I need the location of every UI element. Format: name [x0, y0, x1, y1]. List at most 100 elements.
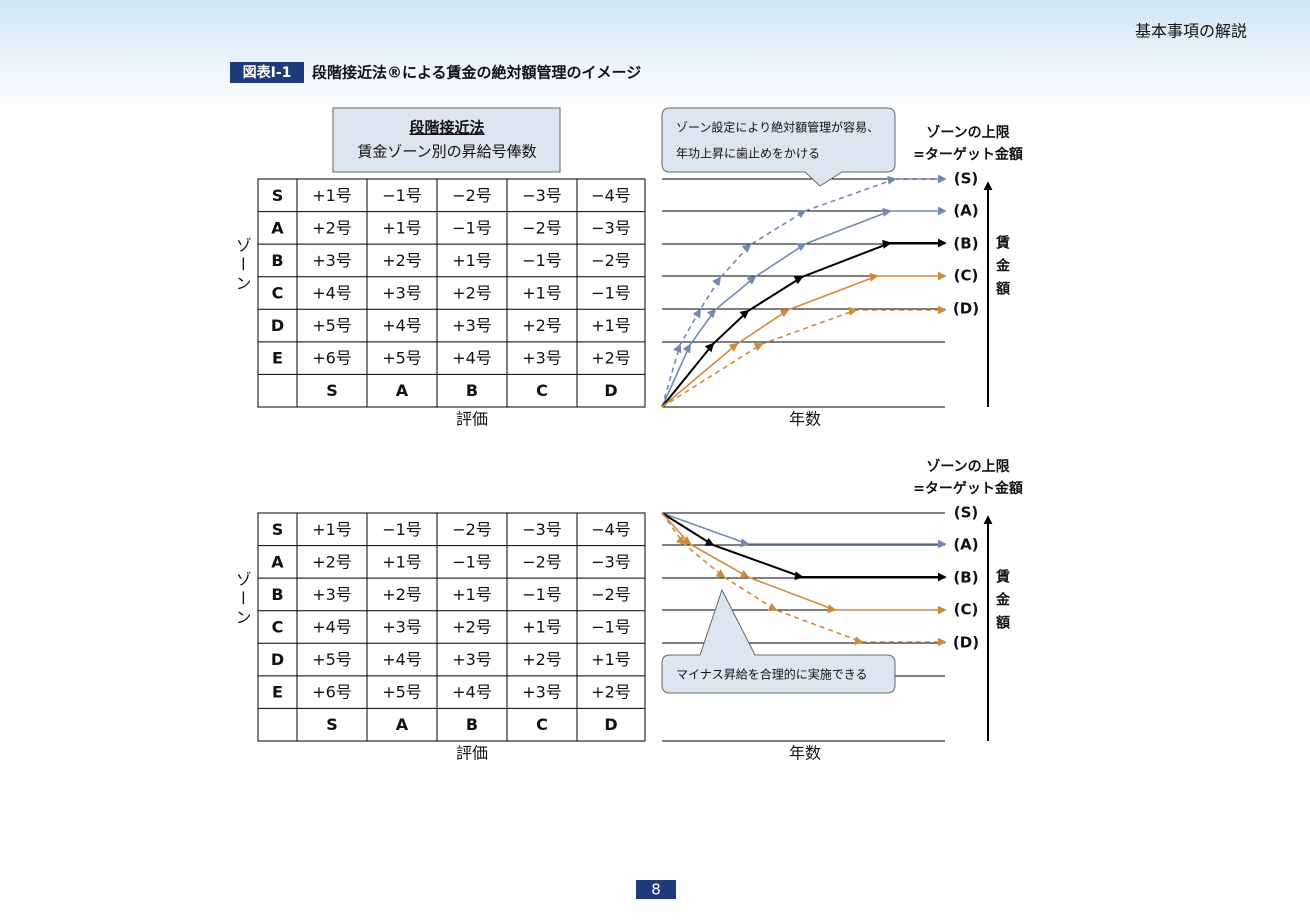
zone-label: D — [271, 650, 284, 669]
step-cell: +5号 — [382, 349, 422, 368]
zone-name: (D) — [953, 634, 979, 652]
header-band — [0, 0, 1310, 110]
zone-label: C — [272, 284, 284, 303]
wage-path — [661, 512, 947, 647]
step-cell: +1号 — [522, 284, 562, 303]
step-cell: +1号 — [382, 552, 422, 571]
step-cell: +4号 — [452, 683, 492, 702]
zone-title: =ターゲット金額 — [913, 146, 1023, 163]
step-cell: −1号 — [382, 186, 422, 205]
legend-title: 段階接近法 — [409, 119, 484, 137]
step-cell: +1号 — [452, 251, 492, 270]
zone-name: (S) — [954, 170, 979, 188]
step-cell: +3号 — [382, 284, 422, 303]
step-cell: −2号 — [452, 520, 492, 539]
y-axis-label: 賃金額 — [994, 234, 1011, 304]
figure-title: 段階接近法®による賃金の絶対額管理のイメージ — [312, 64, 641, 82]
step-cell: +5号 — [312, 316, 352, 335]
zone-label: B — [271, 251, 283, 270]
step-cell: +2号 — [522, 316, 562, 335]
zone-name: (D) — [953, 300, 979, 318]
step-cell: +4号 — [382, 650, 422, 669]
page-number-bg — [636, 880, 676, 899]
grade-label: C — [536, 381, 548, 400]
table-border — [257, 178, 646, 408]
callout-text: 年功上昇に歯止めをかける — [676, 147, 820, 161]
step-cell: +1号 — [452, 585, 492, 604]
zone-name: (B) — [953, 235, 978, 253]
step-cell: +2号 — [312, 218, 352, 237]
step-cell: +4号 — [452, 349, 492, 368]
step-cell: −1号 — [591, 618, 631, 637]
callout-box — [661, 107, 896, 187]
legend-subtitle: 賃金ゾーン別の昇給号俸数 — [357, 143, 536, 161]
col-axis-label: 評価 — [456, 410, 488, 429]
step-cell: −1号 — [452, 552, 492, 571]
zone-name: (S) — [954, 504, 979, 522]
step-cell: +2号 — [312, 552, 352, 571]
x-axis-label: 年数 — [789, 744, 821, 763]
grade-label: B — [466, 715, 478, 734]
callout-box — [661, 588, 896, 694]
step-cell: +1号 — [591, 316, 631, 335]
figure-label-bg — [230, 62, 304, 83]
grade-label: S — [326, 715, 338, 734]
callout-text: マイナス昇給を合理的に実施できる — [676, 667, 868, 682]
step-cell: +1号 — [591, 650, 631, 669]
step-cell: −4号 — [591, 520, 631, 539]
step-cell: +3号 — [452, 650, 492, 669]
grade-label: A — [396, 715, 409, 734]
section-title: 基本事項の解説 — [1135, 22, 1247, 41]
y-axis-label: 賃金額 — [994, 568, 1011, 638]
step-cell: +3号 — [522, 349, 562, 368]
zone-name: (C) — [954, 267, 979, 285]
step-cell: −2号 — [452, 186, 492, 205]
step-cell: +4号 — [382, 316, 422, 335]
zone-label: A — [271, 552, 284, 571]
step-cell: +1号 — [522, 618, 562, 637]
step-cell: +2号 — [452, 618, 492, 637]
step-cell: +3号 — [312, 585, 352, 604]
step-cell: +5号 — [312, 650, 352, 669]
table-border — [257, 512, 646, 742]
step-cell: +2号 — [522, 650, 562, 669]
wage-path — [661, 305, 947, 408]
zone-label: E — [272, 349, 283, 368]
zone-label: A — [271, 218, 284, 237]
zone-title: =ターゲット金額 — [913, 480, 1023, 497]
step-cell: −1号 — [591, 284, 631, 303]
col-axis-label: 評価 — [456, 744, 488, 763]
step-cell: +4号 — [312, 284, 352, 303]
step-cell: +6号 — [312, 349, 352, 368]
zone-label: B — [271, 585, 283, 604]
grade-label: D — [604, 715, 617, 734]
step-cell: +6号 — [312, 683, 352, 702]
step-cell: −4号 — [591, 186, 631, 205]
step-cell: +2号 — [591, 349, 631, 368]
step-cell: −1号 — [382, 520, 422, 539]
zone-name: (B) — [953, 569, 978, 587]
grade-label: C — [536, 715, 548, 734]
page-number: 8 — [651, 881, 661, 899]
zone-label: E — [272, 683, 283, 702]
grade-label: S — [326, 381, 338, 400]
wage-path — [661, 174, 947, 408]
callout-text: ゾーン設定により絶対額管理が容易、 — [676, 120, 879, 135]
step-cell: −3号 — [522, 186, 562, 205]
step-cell: −2号 — [522, 552, 562, 571]
zone-title: ゾーンの上限 — [926, 458, 1009, 475]
zone-label: C — [272, 618, 284, 637]
row-axis-label: ゾーン — [233, 571, 252, 628]
step-cell: −1号 — [522, 251, 562, 270]
step-cell: +3号 — [522, 683, 562, 702]
grade-label: B — [466, 381, 478, 400]
step-cell: −3号 — [591, 552, 631, 571]
zone-label: S — [272, 186, 284, 205]
step-cell: +5号 — [382, 683, 422, 702]
step-cell: −1号 — [522, 585, 562, 604]
step-cell: −3号 — [591, 218, 631, 237]
figure-label: 図表Ⅰ-1 — [243, 64, 292, 81]
step-cell: −2号 — [591, 585, 631, 604]
step-cell: +4号 — [312, 618, 352, 637]
step-cell: −2号 — [591, 251, 631, 270]
